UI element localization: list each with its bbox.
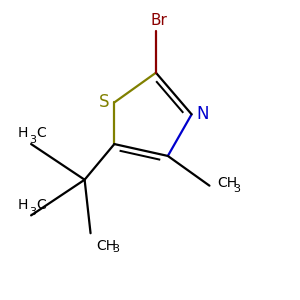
Text: N: N — [196, 105, 208, 123]
Text: S: S — [99, 93, 110, 111]
Text: C: C — [37, 198, 46, 212]
Text: 3: 3 — [233, 184, 241, 194]
Text: CH: CH — [96, 239, 116, 253]
Text: CH: CH — [217, 176, 237, 190]
Text: Br: Br — [151, 13, 167, 28]
Text: 3: 3 — [29, 207, 36, 217]
Text: H: H — [18, 127, 28, 140]
Text: 3: 3 — [29, 135, 36, 145]
Text: H: H — [18, 198, 28, 212]
Text: 3: 3 — [112, 244, 119, 254]
Text: C: C — [37, 127, 46, 140]
